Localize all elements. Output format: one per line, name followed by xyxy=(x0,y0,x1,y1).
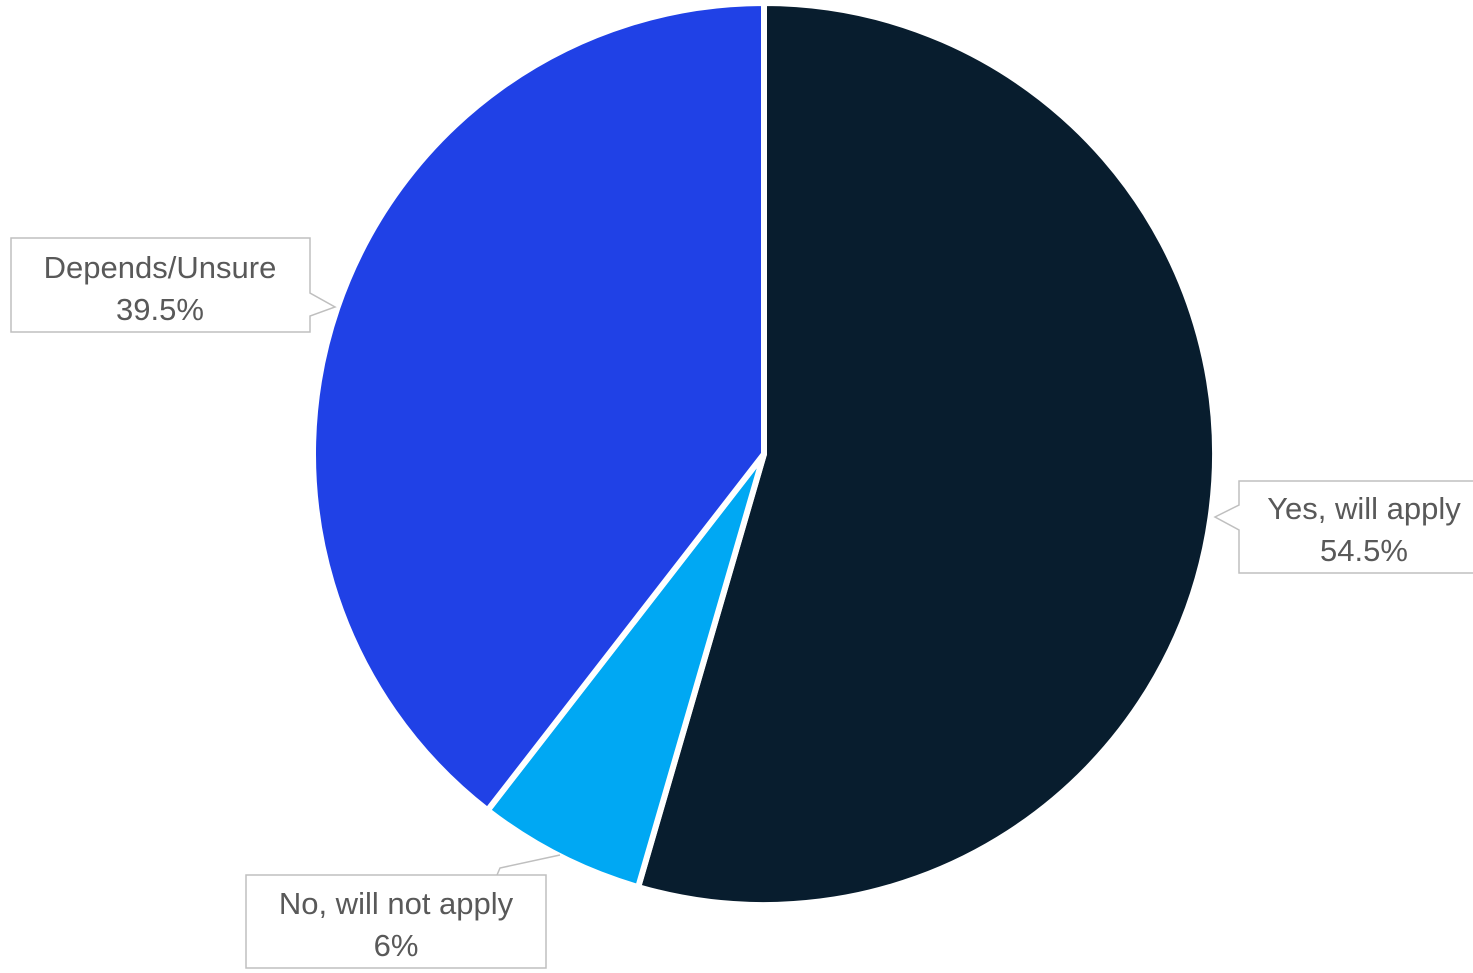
callout-box-no-will-not-apply xyxy=(245,874,547,969)
callout-box-depends-unsure xyxy=(10,237,337,333)
leader-line-no-will-not-apply xyxy=(496,854,561,876)
callout-box-yes-will-apply xyxy=(1213,480,1473,574)
pie-slice-yes-will-apply xyxy=(634,0,1218,908)
data-label-value-yes-will-apply: 54.5% xyxy=(1320,533,1408,568)
data-label-category-yes-will-apply: Yes, will apply xyxy=(1267,491,1461,526)
data-label-value-no-will-not-apply: 6% xyxy=(374,928,419,963)
data-label-category-no-will-not-apply: No, will not apply xyxy=(279,886,514,921)
data-label-category-depends-unsure: Depends/Unsure xyxy=(44,250,277,285)
data-label-value-depends-unsure: 39.5% xyxy=(116,292,204,327)
callout-no-will-not-apply: No, will not apply 6% xyxy=(245,854,561,969)
callout-depends-unsure: Depends/Unsure 39.5% xyxy=(10,237,337,333)
pie-slice-depends-unsure xyxy=(310,0,767,815)
callout-yes-will-apply: Yes, will apply 54.5% xyxy=(1213,480,1473,574)
pie-slices xyxy=(310,0,1218,908)
